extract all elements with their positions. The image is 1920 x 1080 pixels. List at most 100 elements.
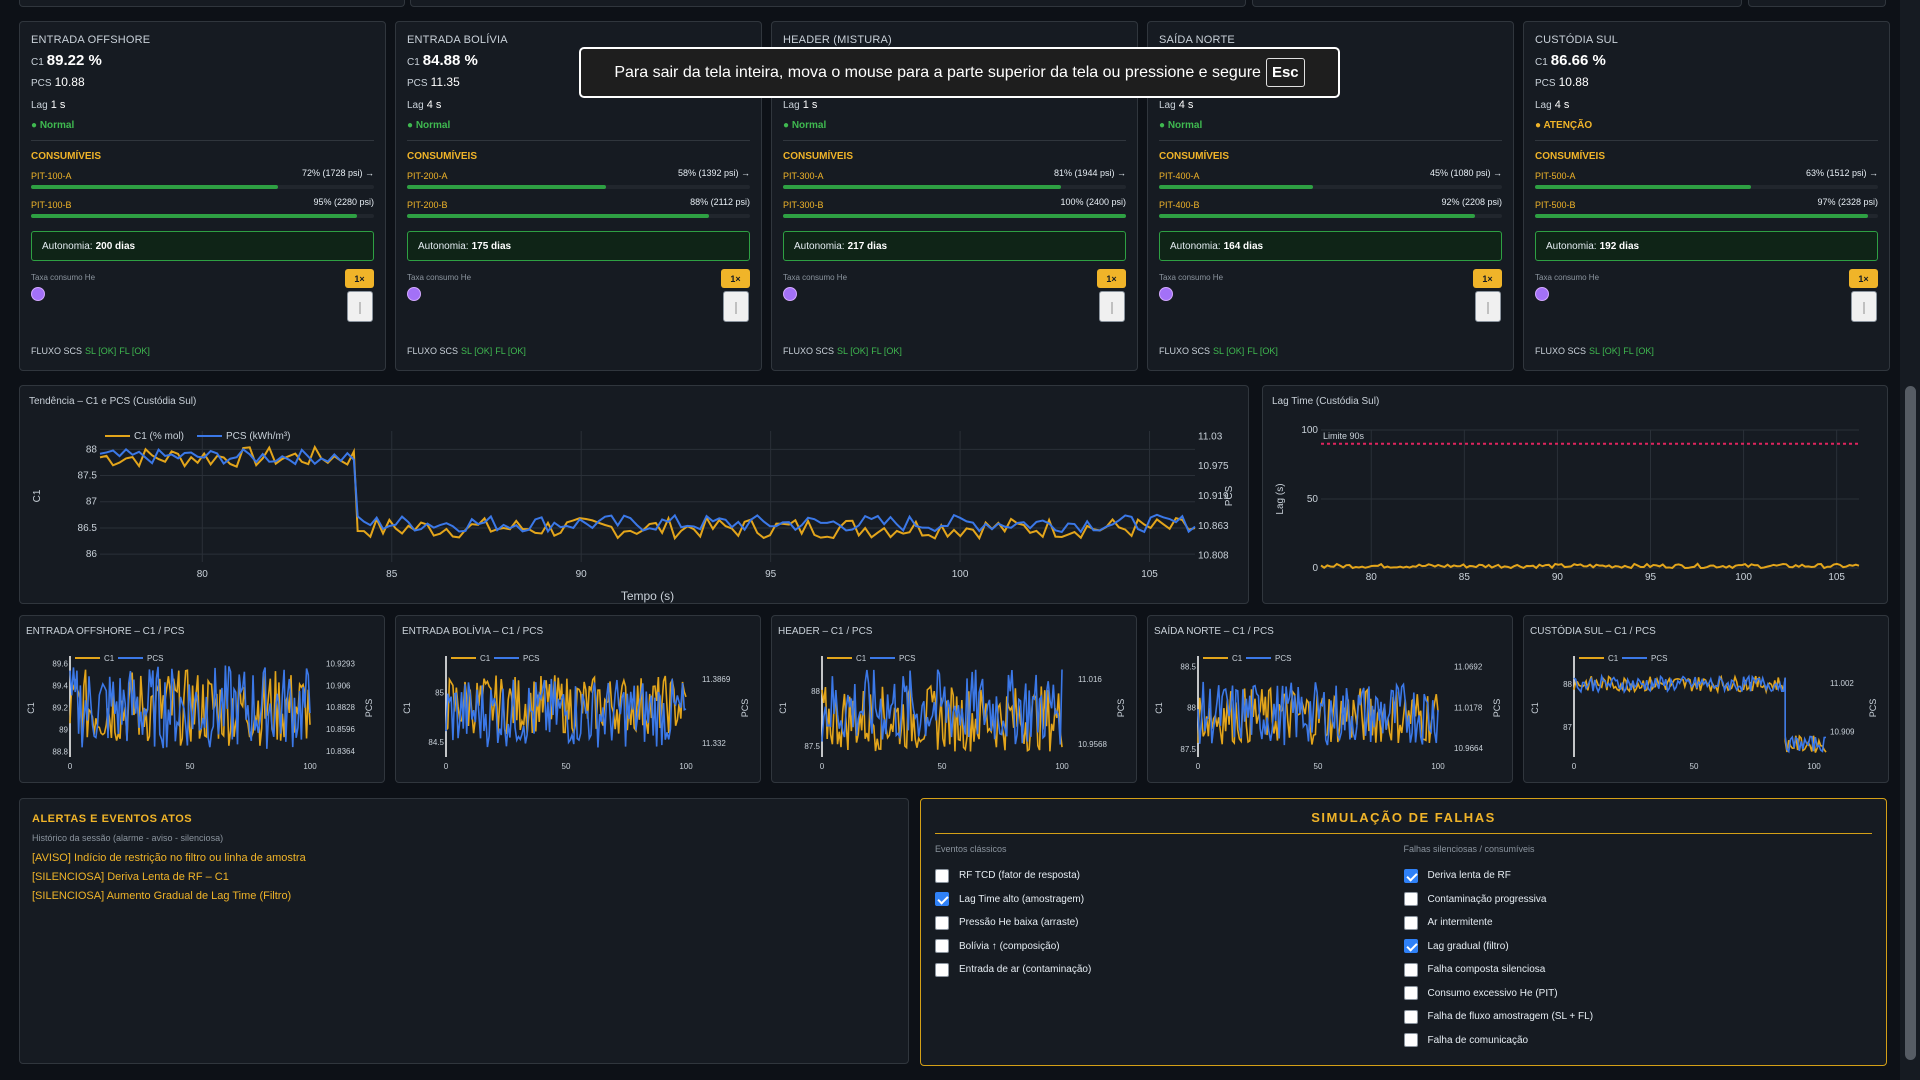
pit-name: PIT-100-A: [31, 171, 72, 181]
fault-checkbox[interactable]: [935, 915, 949, 930]
he-consumption-rate: Taxa consumo He 1×: [1535, 269, 1878, 322]
fault-checkbox[interactable]: [1403, 1033, 1418, 1048]
y2-tick-label: 10.975: [1198, 461, 1229, 472]
fault-checkbox[interactable]: [935, 962, 949, 977]
fault-option[interactable]: Falha composta silenciosa: [1403, 958, 1873, 982]
he-consumption-rate: Taxa consumo He 1×: [1159, 269, 1502, 322]
he-consumption-rate: Taxa consumo He 1×: [783, 269, 1126, 322]
fault-option-label: RF TCD (fator de resposta): [959, 870, 1080, 882]
x-tick-label: 90: [1552, 572, 1564, 583]
rate-multiplier-button[interactable]: 1×: [1473, 269, 1502, 288]
pit-name: PIT-400-B: [1159, 200, 1200, 210]
fault-checkbox[interactable]: [1403, 892, 1418, 907]
fault-option[interactable]: Pressão He baixa (arraste): [935, 911, 1404, 935]
fault-option[interactable]: Lag Time alto (amostragem): [935, 888, 1404, 912]
pit-gauge: PIT-200-A 58% (1392 psi) →: [407, 168, 750, 200]
fault-option[interactable]: Lag gradual (filtro): [1403, 935, 1873, 959]
top-strip: [0, 0, 1900, 8]
lag-label: Lag: [783, 100, 800, 111]
scs-flow-status: FLUXO SCS SL [OK] FL [OK]: [783, 346, 902, 356]
pit-bar-fill: [1535, 214, 1868, 218]
fault-checkbox[interactable]: [1403, 939, 1418, 954]
he-cylinder-icon: [723, 291, 749, 322]
autonomy-label: Autonomia:: [418, 240, 469, 252]
y-tick-label: 0: [1312, 563, 1318, 574]
rate-multiplier-button[interactable]: 1×: [345, 269, 374, 288]
pit-gauge: PIT-300-A 81% (1944 psi) →: [783, 168, 1126, 200]
mini-chart: 88.8 89 89.2 89.4 89.6 10.8364 10.8596 10.8828 1…: [26, 654, 374, 771]
autonomy-value: 164 dias: [1223, 240, 1264, 252]
pit-bar-track: [1159, 185, 1502, 189]
x-tick-label: 0: [68, 762, 73, 771]
y-tick-label: 86.5: [78, 523, 98, 534]
he-consumption-rate: Taxa consumo He 1×: [407, 269, 750, 322]
y-tick-label: 89.4: [52, 682, 68, 691]
station-title: HEADER (MISTURA): [783, 34, 892, 46]
trend-chart-panel: Tendência – C1 e PCS (Custódia Sul) 86 86…: [19, 385, 1249, 604]
fault-checkbox[interactable]: [935, 939, 949, 954]
fl-status: FL [OK]: [1247, 346, 1278, 356]
esc-key-hint: Esc: [1265, 58, 1305, 87]
fluxo-label: FLUXO SCS: [783, 346, 835, 356]
consumables-title: CONSUMÍVEIS: [31, 151, 102, 162]
rate-multiplier-button[interactable]: 1×: [1097, 269, 1126, 288]
x-tick-label: 100: [1735, 572, 1752, 583]
mini-chart: 84.5 85 11.332 11.3869 0 50 100 C1 PCS C1 PCS: [402, 654, 750, 771]
consumables-title: CONSUMÍVEIS: [407, 151, 478, 162]
y2-tick-label: 11.0692: [1454, 663, 1483, 672]
vertical-scrollbar[interactable]: [1900, 0, 1920, 1080]
x-tick-label: 50: [938, 762, 947, 771]
x-tick-label: 80: [197, 569, 209, 580]
scrollbar-thumb[interactable]: [1905, 386, 1916, 1060]
x-tick-label: 95: [1645, 572, 1657, 583]
fault-option[interactable]: Consumo excessivo He (PIT): [1403, 982, 1873, 1006]
y2-axis-title: PCS: [1116, 699, 1126, 718]
scs-flow-status: FLUXO SCS SL [OK] FL [OK]: [31, 346, 150, 356]
y-tick-label: 50: [1307, 494, 1319, 505]
he-cylinder-icon: [347, 291, 373, 322]
pit-gauge: PIT-500-B 97% (2328 psi): [1535, 197, 1878, 229]
fault-option-label: Falha de comunicação: [1427, 1034, 1529, 1046]
fault-option[interactable]: Bolívia ↑ (composição): [935, 935, 1404, 959]
x-tick-label: 85: [386, 569, 398, 580]
rate-multiplier-button[interactable]: 1×: [1849, 269, 1878, 288]
x-tick-label: 0: [1196, 762, 1201, 771]
pit-bar-track: [1159, 214, 1502, 218]
pcs-series-line: [1573, 673, 1827, 754]
fault-option[interactable]: Entrada de ar (contaminação): [935, 958, 1404, 982]
lag-value: 4 s: [426, 99, 442, 111]
x-tick-label: 50: [1690, 762, 1699, 771]
trend-chart-title: Tendência – C1 e PCS (Custódia Sul): [29, 396, 197, 407]
x-tick-label: 105: [1828, 572, 1845, 583]
autonomy-box: Autonomia: 175 dias: [407, 231, 750, 261]
legend-c1-label: C1: [856, 654, 867, 663]
he-rate-label: Taxa consumo He: [1159, 273, 1224, 282]
fault-option[interactable]: Contaminação progressiva: [1403, 888, 1873, 912]
fault-option[interactable]: Falha de fluxo amostragem (SL + FL): [1403, 1005, 1873, 1029]
he-cylinder-icon: [1099, 291, 1125, 322]
fault-option[interactable]: Deriva lenta de RF: [1403, 864, 1873, 888]
lag-label: Lag: [1535, 100, 1552, 111]
pit-gauge: PIT-100-B 95% (2280 psi): [31, 197, 374, 229]
autonomy-value: 175 dias: [471, 240, 512, 252]
fl-status: FL [OK]: [1623, 346, 1654, 356]
fault-checkbox[interactable]: [1403, 868, 1418, 883]
rate-multiplier-button[interactable]: 1×: [721, 269, 750, 288]
fault-checkbox[interactable]: [1403, 1009, 1418, 1024]
fault-checkbox[interactable]: [1403, 986, 1418, 1001]
fault-checkbox[interactable]: [935, 892, 949, 907]
fault-checkbox[interactable]: [935, 868, 949, 883]
pcs-label: PCS: [407, 78, 428, 89]
pcs-series-line: [445, 678, 687, 748]
lag-label: Lag: [1159, 100, 1176, 111]
fault-checkbox[interactable]: [1403, 962, 1418, 977]
fl-status: FL [OK]: [495, 346, 526, 356]
station-mini-chart-panel: SAÍDA NORTE – C1 / PCS 87.5 88 88.5 10.9664…: [1147, 615, 1513, 783]
fluxo-label: FLUXO SCS: [1159, 346, 1211, 356]
alerts-title: ALERTAS E EVENTOS ATOS: [32, 813, 193, 825]
x-tick-label: 100: [952, 569, 969, 580]
fault-option[interactable]: Falha de comunicação: [1403, 1029, 1873, 1053]
fault-option[interactable]: Ar intermitente: [1403, 911, 1873, 935]
fault-option[interactable]: RF TCD (fator de resposta): [935, 864, 1404, 888]
fault-checkbox[interactable]: [1403, 915, 1418, 930]
